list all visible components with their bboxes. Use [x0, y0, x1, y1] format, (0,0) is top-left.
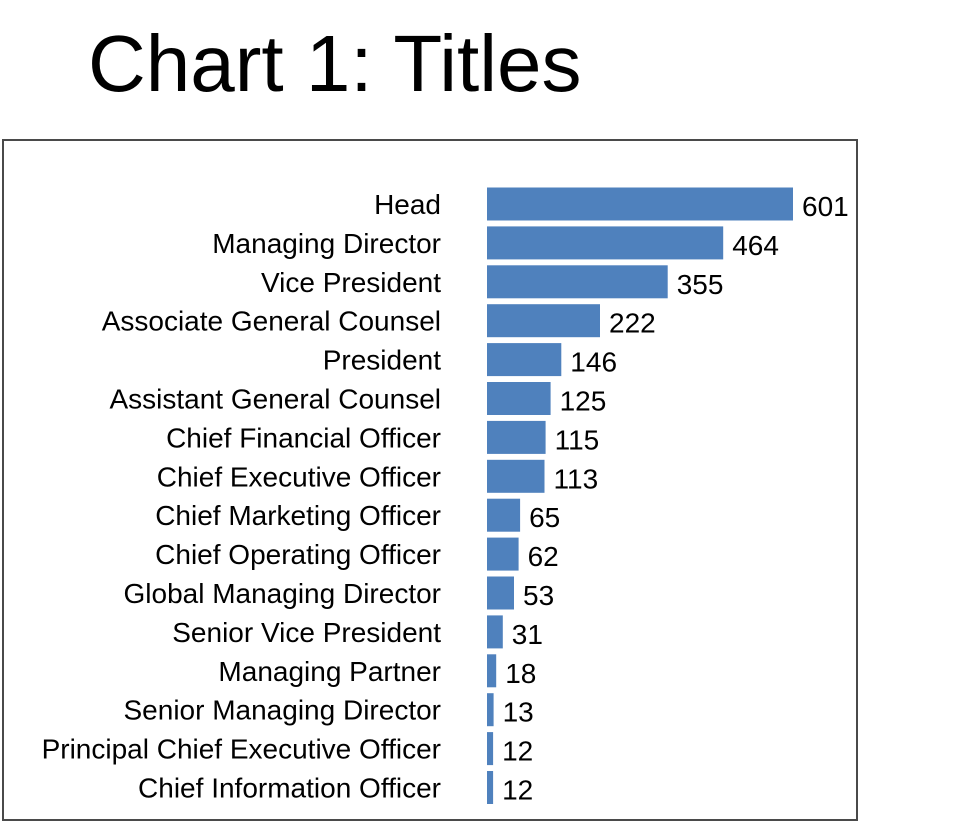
bar-managing-partner: [487, 654, 497, 688]
category-labels-group: Head Managing Director Vice President Assoc…: [42, 189, 442, 804]
value-label: 146: [570, 347, 617, 378]
value-label: 18: [505, 658, 536, 689]
category-label: Managing Director: [212, 228, 441, 259]
value-label: 31: [512, 619, 543, 650]
value-label: 222: [609, 308, 656, 339]
bar-global-managing-director: [487, 576, 514, 610]
value-label: 53: [523, 580, 554, 611]
category-label: Principal Chief Executive Officer: [42, 734, 441, 765]
value-label: 12: [502, 736, 533, 767]
category-label: Head: [374, 189, 441, 220]
bar-senior-vice-president: [487, 615, 503, 649]
category-label: Chief Operating Officer: [155, 539, 441, 570]
value-label: 125: [560, 386, 607, 417]
bar-managing-director: [487, 226, 724, 260]
category-label: Vice President: [261, 267, 441, 298]
value-label: 62: [528, 541, 559, 572]
bar-chief-marketing-officer: [487, 498, 521, 532]
bar-chief-financial-officer: [487, 420, 546, 454]
value-label: 355: [677, 269, 724, 300]
value-label: 13: [503, 697, 534, 728]
bar-principal-chief-executive-officer: [487, 732, 494, 766]
category-label: Chief Marketing Officer: [155, 500, 441, 531]
bars-group: [487, 187, 793, 804]
category-label: Chief Information Officer: [138, 773, 441, 804]
bar-associate-general-counsel: [487, 304, 600, 338]
bar-chief-information-officer: [487, 771, 494, 804]
category-label: Managing Partner: [218, 656, 441, 687]
value-label: 12: [502, 775, 533, 806]
value-label: 115: [555, 424, 600, 455]
bar-senior-managing-director: [487, 693, 494, 727]
bar-assistant-general-counsel: [487, 382, 551, 415]
category-label: Senior Managing Director: [124, 695, 442, 726]
category-label: Chief Executive Officer: [157, 461, 441, 492]
bar-head: [487, 187, 793, 221]
category-label: Assistant General Counsel: [109, 384, 441, 415]
slide-title: Chart 1: Titles: [88, 19, 582, 108]
category-label: Senior Vice President: [172, 617, 441, 648]
value-label: 464: [732, 230, 779, 261]
bar-chief-executive-officer: [487, 459, 545, 493]
category-label: President: [323, 345, 442, 376]
category-label: Global Managing Director: [124, 578, 442, 609]
category-label: Associate General Counsel: [102, 306, 441, 337]
bar-vice-president: [487, 265, 668, 299]
value-label: 65: [529, 502, 560, 533]
value-label: 113: [554, 463, 599, 494]
value-labels-group: 601 464 355 222 146 125 115 113 65 62 53 31 18 13 12 12: [502, 191, 849, 806]
category-label: Chief Financial Officer: [166, 422, 441, 453]
bar-chief-operating-officer: [487, 537, 519, 571]
value-label: 601: [802, 191, 849, 222]
bar-president: [487, 343, 562, 377]
